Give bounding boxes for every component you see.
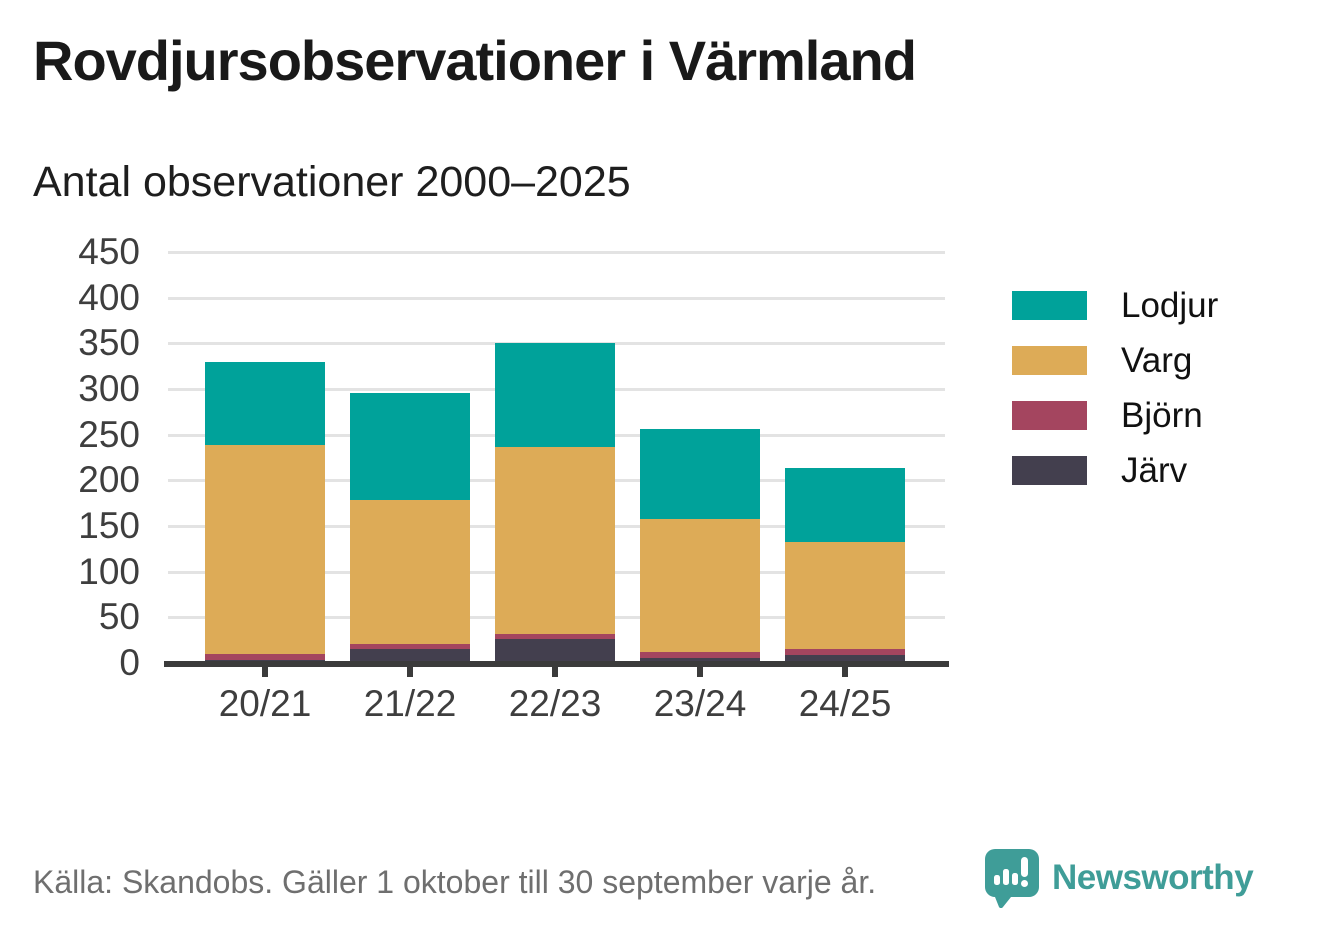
x-axis-labels: 20/21 21/22 22/23 23/24 24/25: [168, 683, 945, 733]
bar-22/23: [495, 343, 615, 663]
x-tick-label-21/22: 21/22: [363, 683, 457, 724]
bar-segment-lodjur-22/23: [495, 343, 615, 448]
plot-area: [164, 251, 949, 677]
bar-segment-björn-21/22: [350, 643, 470, 650]
bar-segment-järv-21/22: [350, 649, 470, 663]
legend-item-varg: Varg: [1012, 341, 1218, 380]
legend-item-lodjur: Lodjur: [1012, 286, 1219, 325]
y-tick-label-250: 250: [78, 413, 140, 455]
bar-23/24: [640, 429, 760, 663]
y-tick-label-450: 450: [78, 231, 140, 272]
legend-label-varg: Varg: [1121, 341, 1193, 380]
bar-segment-björn-24/25: [785, 649, 905, 655]
x-tick-label-22/23: 22/23: [508, 683, 602, 724]
bar-segment-varg-20/21: [205, 444, 325, 654]
x-axis-line: [164, 661, 949, 667]
bar-segment-järv-23/24: [640, 657, 760, 663]
x-tick-label-23/24: 23/24: [653, 683, 747, 724]
y-axis-labels: 0 50 100 150 200 250 300 350 400 450: [40, 232, 140, 683]
y-tick-label-100: 100: [78, 550, 140, 592]
y-tick-label-150: 150: [78, 505, 140, 546]
x-tick-label-24/25: 24/25: [798, 683, 892, 724]
bar-segment-varg-24/25: [785, 541, 905, 650]
gridline-400: [168, 296, 945, 300]
logo-bars-icon: [994, 857, 1028, 887]
legend-label-lodjur: Lodjur: [1121, 286, 1219, 325]
x-tick-24/25: [842, 667, 848, 677]
brand-name: Newsworthy: [1052, 858, 1254, 897]
bar-21/22: [350, 392, 470, 663]
bar-segment-björn-22/23: [495, 633, 615, 640]
legend-swatch-björn: [1012, 401, 1087, 430]
x-tick-label-20/21: 20/21: [218, 683, 312, 724]
legend-label-björn: Björn: [1121, 396, 1203, 435]
x-tick-23/24: [697, 667, 703, 677]
y-tick-label-300: 300: [78, 368, 140, 409]
bar-24/25: [785, 467, 905, 663]
gridline-450: [168, 251, 945, 254]
page-title: Rovdjursobservationer i Värmland: [33, 29, 917, 92]
bar-segment-lodjur-21/22: [350, 392, 470, 501]
bar-segment-lodjur-24/25: [785, 467, 905, 542]
y-tick-label-50: 50: [98, 596, 140, 638]
bar-segment-varg-23/24: [640, 518, 760, 653]
legend-item-järv: Järv: [1012, 451, 1218, 490]
bar-segment-björn-20/21: [205, 653, 325, 661]
x-tick-20/21: [262, 667, 268, 677]
bar-segment-lodjur-23/24: [640, 429, 760, 519]
y-tick-label-350: 350: [78, 322, 140, 364]
newsworthy-logo-icon: [985, 849, 1039, 908]
legend-item-björn: Björn: [1012, 396, 1218, 435]
y-tick-label-0: 0: [119, 642, 140, 683]
legend-label-järv: Järv: [1121, 451, 1188, 490]
legend-swatch-järv: [1012, 456, 1087, 485]
chart-subtitle: Antal observationer 2000–2025: [33, 158, 631, 206]
y-tick-label-200: 200: [78, 459, 140, 501]
legend-swatch-varg: [1012, 346, 1087, 375]
bar-20/21: [205, 361, 325, 663]
bar-segment-varg-22/23: [495, 447, 615, 634]
bar-segment-björn-23/24: [640, 652, 760, 658]
y-tick-label-400: 400: [78, 276, 140, 318]
bar-segment-lodjur-20/21: [205, 361, 325, 445]
bar-segment-järv-22/23: [495, 639, 615, 663]
bar-segment-järv-24/25: [785, 654, 905, 663]
source-note: Källa: Skandobs. Gäller 1 oktober till 3…: [33, 864, 877, 900]
newsworthy-brand: Newsworthy: [984, 848, 1254, 908]
legend-swatch-lodjur: [1012, 291, 1087, 320]
x-tick-22/23: [552, 667, 558, 677]
bar-segment-varg-21/22: [350, 500, 470, 644]
x-tick-21/22: [407, 667, 413, 677]
legend: Lodjur Varg Björn Järv: [1012, 286, 1219, 490]
